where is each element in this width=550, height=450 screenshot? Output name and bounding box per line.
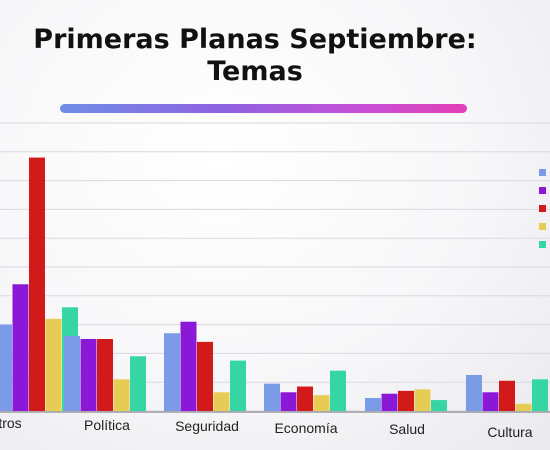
bar-economía-series-4: [313, 395, 330, 411]
legend-swatch-series-5: [539, 241, 546, 248]
bar-cultura-series-5: [532, 379, 548, 411]
bar-política-series-4: [113, 379, 130, 411]
legend-swatch-series-1: [539, 169, 546, 176]
bar-seguridad-series-2: [180, 321, 197, 411]
bar-tros-series-2: [12, 284, 29, 411]
legend-swatch-series-2: [539, 187, 546, 194]
x-tick-label: Salud: [389, 421, 425, 437]
bar-política-series-3: [97, 339, 113, 411]
bar-tros-series-1: [0, 324, 12, 411]
slide-title: Primeras Planas Septiembre: Temas: [0, 24, 510, 88]
bar-cultura-series-4: [515, 403, 532, 411]
bar-economía-series-5: [330, 370, 346, 411]
bar-economía-series-2: [280, 392, 297, 411]
x-tick-labels: tros Política Seguridad Economía Salud Cultur…: [0, 415, 533, 440]
bar-economía-series-3: [297, 386, 313, 411]
bar-seguridad-series-4: [213, 392, 230, 411]
bar-política-series-2: [80, 339, 97, 411]
bar-tros-series-3: [29, 157, 45, 411]
bar-cultura-series-2: [482, 392, 499, 411]
bar-seguridad-series-5: [230, 360, 246, 411]
bar-seguridad-series-3: [197, 341, 213, 411]
bar-política-series-1: [64, 336, 80, 411]
bar-política-series-5: [130, 356, 146, 411]
bar-salud-series-2: [381, 393, 398, 411]
bar-salud-series-1: [365, 398, 381, 411]
x-tick-label: Seguridad: [175, 418, 239, 434]
legend: [539, 169, 546, 248]
slide-title-line2: Temas: [207, 56, 303, 87]
x-tick-label: tros: [0, 415, 22, 431]
bar-salud-series-3: [398, 390, 414, 411]
bar-cultura-series-1: [466, 375, 482, 411]
bar-seguridad-series-1: [164, 333, 180, 411]
slide-title-line1: Primeras Planas Septiembre:: [33, 24, 477, 55]
x-tick-label: Cultura: [487, 424, 532, 440]
x-tick-label: Economía: [274, 420, 337, 436]
title-underline-gradient: [60, 104, 467, 113]
bar-salud-series-4: [414, 389, 431, 411]
gridlines: [0, 122, 550, 412]
bar-tros-series-4: [45, 318, 62, 411]
bar-salud-series-5: [431, 400, 447, 411]
bars: [0, 157, 548, 411]
legend-swatch-series-3: [539, 205, 546, 212]
legend-swatch-series-4: [539, 223, 546, 230]
bar-economía-series-1: [264, 383, 280, 411]
bar-cultura-series-3: [499, 380, 515, 411]
x-tick-label: Política: [84, 417, 130, 433]
